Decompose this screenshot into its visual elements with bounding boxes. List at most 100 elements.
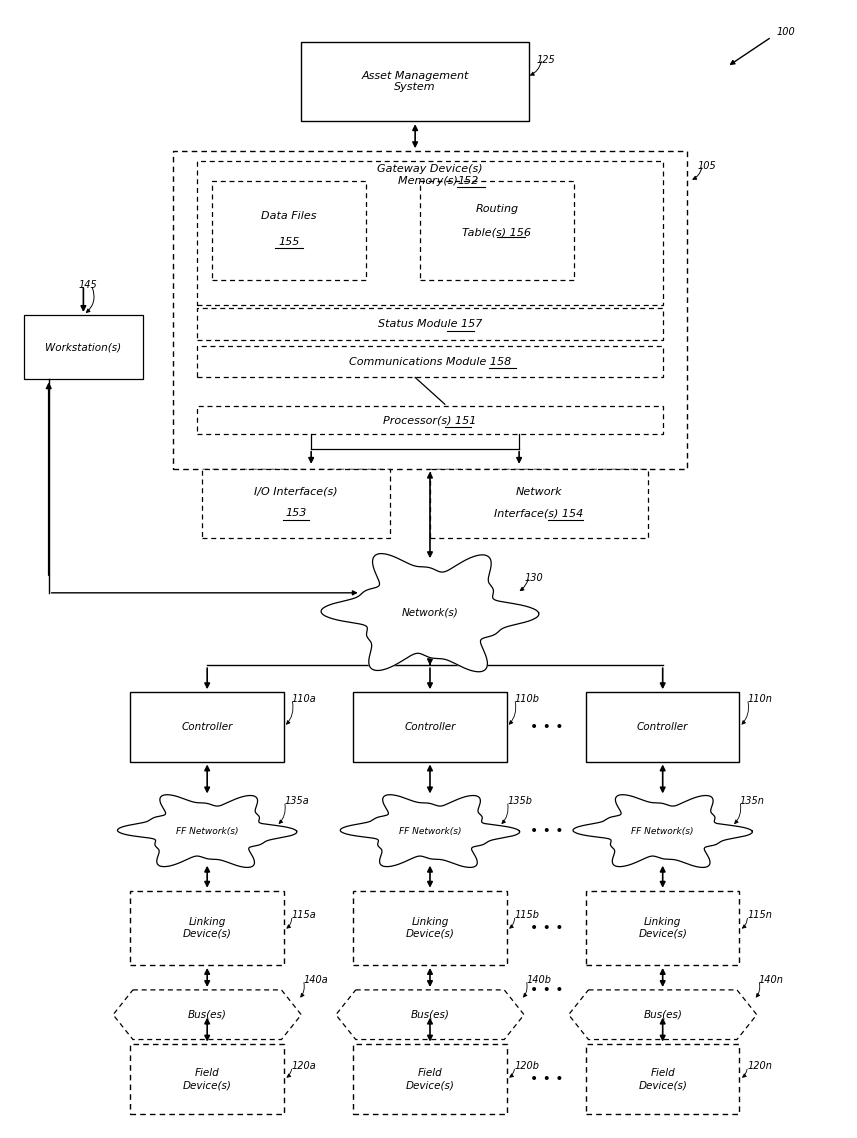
Circle shape: [351, 595, 391, 635]
Text: 152: 152: [458, 176, 479, 185]
Text: Network: Network: [516, 487, 562, 496]
FancyBboxPatch shape: [302, 42, 529, 122]
Circle shape: [428, 574, 466, 612]
Text: 145: 145: [79, 280, 97, 290]
Text: 115n: 115n: [747, 910, 772, 921]
Circle shape: [470, 595, 508, 635]
Text: Asset Management
System: Asset Management System: [362, 71, 469, 92]
Text: Processor(s) 151: Processor(s) 151: [383, 415, 476, 426]
Text: Routing: Routing: [476, 204, 518, 214]
FancyBboxPatch shape: [197, 308, 662, 339]
Text: 105: 105: [698, 160, 716, 171]
Text: FF Network(s): FF Network(s): [399, 826, 461, 835]
FancyBboxPatch shape: [197, 346, 662, 378]
Text: Table(s) 156: Table(s) 156: [462, 228, 531, 238]
Circle shape: [187, 810, 228, 851]
FancyBboxPatch shape: [172, 151, 687, 469]
FancyBboxPatch shape: [430, 469, 648, 538]
Circle shape: [410, 810, 451, 851]
Text: 120n: 120n: [747, 1062, 772, 1071]
Text: Memory(s): Memory(s): [399, 176, 462, 185]
Text: Field
Device(s): Field Device(s): [405, 1069, 454, 1090]
FancyBboxPatch shape: [586, 692, 740, 761]
Polygon shape: [569, 990, 757, 1039]
Circle shape: [383, 813, 415, 843]
Text: Network(s): Network(s): [402, 608, 458, 618]
Circle shape: [243, 820, 267, 844]
Circle shape: [432, 807, 456, 831]
Text: Bus(es): Bus(es): [188, 1009, 226, 1020]
FancyBboxPatch shape: [130, 1045, 284, 1114]
Circle shape: [397, 579, 464, 646]
Text: 135a: 135a: [285, 797, 309, 807]
Text: • • •: • • •: [530, 983, 564, 997]
Polygon shape: [117, 794, 297, 867]
Circle shape: [405, 807, 428, 831]
FancyBboxPatch shape: [130, 692, 284, 761]
Text: 125: 125: [537, 55, 555, 65]
Text: Linking
Device(s): Linking Device(s): [638, 917, 687, 939]
Circle shape: [642, 810, 683, 851]
Text: 110b: 110b: [515, 694, 540, 704]
FancyBboxPatch shape: [24, 315, 143, 379]
Circle shape: [182, 807, 206, 831]
Text: 155: 155: [279, 238, 300, 247]
Circle shape: [393, 574, 433, 612]
Text: Controller: Controller: [637, 721, 688, 732]
Text: Bus(es): Bus(es): [644, 1009, 682, 1020]
Text: Workstation(s): Workstation(s): [45, 343, 122, 352]
Polygon shape: [340, 794, 519, 867]
Polygon shape: [113, 990, 302, 1039]
Text: Linking
Device(s): Linking Device(s): [183, 917, 231, 939]
Text: Controller: Controller: [405, 721, 456, 732]
Text: FF Network(s): FF Network(s): [632, 826, 694, 835]
Circle shape: [602, 820, 626, 844]
Polygon shape: [573, 794, 752, 867]
Text: Controller: Controller: [182, 721, 233, 732]
Text: Communications Module 158: Communications Module 158: [349, 356, 511, 366]
Circle shape: [637, 807, 661, 831]
Text: I/O Interface(s): I/O Interface(s): [255, 487, 339, 496]
Text: 140n: 140n: [758, 975, 783, 986]
Text: 110n: 110n: [747, 694, 772, 704]
FancyBboxPatch shape: [213, 181, 366, 280]
Text: 140b: 140b: [526, 975, 551, 986]
Text: • • •: • • •: [530, 720, 564, 734]
FancyBboxPatch shape: [420, 181, 573, 280]
Text: 135b: 135b: [507, 797, 532, 807]
Circle shape: [160, 813, 192, 843]
Text: • • •: • • •: [530, 824, 564, 838]
Circle shape: [699, 820, 723, 844]
Text: 120b: 120b: [515, 1062, 540, 1071]
Circle shape: [366, 582, 418, 634]
Text: 115b: 115b: [515, 910, 540, 921]
FancyBboxPatch shape: [202, 469, 391, 538]
Circle shape: [664, 807, 689, 831]
Text: 115a: 115a: [292, 910, 316, 921]
FancyBboxPatch shape: [197, 406, 662, 434]
Circle shape: [442, 582, 494, 634]
FancyBboxPatch shape: [197, 160, 662, 305]
Text: Interface(s) 154: Interface(s) 154: [494, 509, 584, 519]
Text: Data Files: Data Files: [261, 211, 316, 221]
FancyBboxPatch shape: [353, 891, 506, 965]
Text: Field
Device(s): Field Device(s): [183, 1069, 231, 1090]
Text: Linking
Device(s): Linking Device(s): [405, 917, 454, 939]
Text: 135n: 135n: [740, 797, 764, 807]
FancyBboxPatch shape: [586, 1045, 740, 1114]
Circle shape: [466, 820, 490, 844]
Text: 120a: 120a: [292, 1062, 316, 1071]
Polygon shape: [321, 553, 539, 671]
Text: Status Module 157: Status Module 157: [378, 319, 482, 329]
FancyBboxPatch shape: [130, 891, 284, 965]
Circle shape: [446, 813, 477, 843]
Text: 140a: 140a: [303, 975, 328, 986]
Text: FF Network(s): FF Network(s): [176, 826, 238, 835]
Circle shape: [223, 813, 255, 843]
Text: 100: 100: [776, 27, 795, 36]
Circle shape: [209, 807, 233, 831]
Text: 110a: 110a: [292, 694, 316, 704]
FancyBboxPatch shape: [353, 1045, 506, 1114]
Circle shape: [615, 813, 647, 843]
Circle shape: [369, 820, 393, 844]
